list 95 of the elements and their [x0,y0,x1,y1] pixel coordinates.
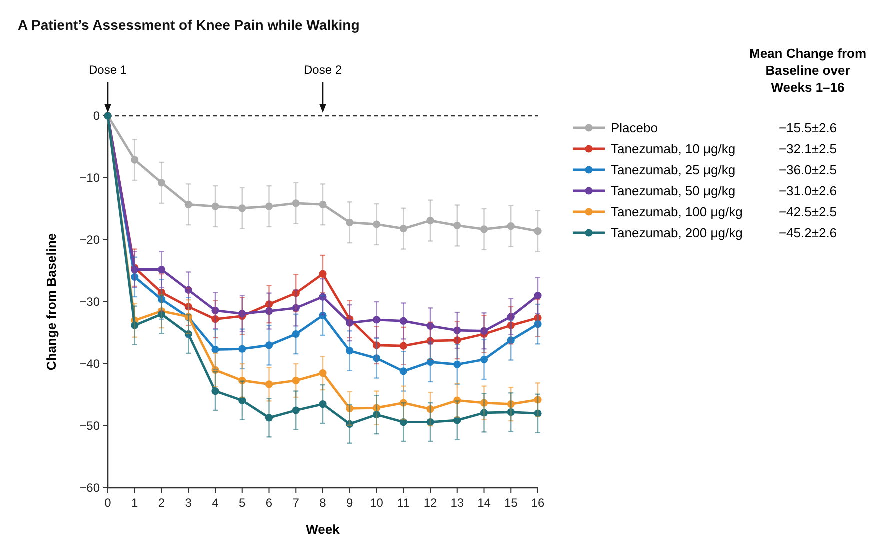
text: −45.2±2.6 [778,226,838,241]
point [426,405,434,414]
legend-label: Tanezumab, 100 μg/kg [611,204,743,220]
x-tick-label: 5 [239,496,246,510]
point [319,400,327,408]
x-tick-label: 1 [132,496,139,510]
x-tick-label: 8 [320,496,327,510]
point [238,204,246,212]
point [507,408,515,416]
point [372,411,381,419]
text: −42.5±2.5 [778,204,838,220]
point [292,406,300,414]
chart-title: A Patient’s Assessment of Knee Pain while Walking [18,17,360,33]
legend-label: Tanezumab, 50 μg/kg [611,184,736,199]
text: −31.0±2.6 [778,184,838,199]
point [480,226,488,234]
x-tick-label: 10 [370,496,384,510]
point [372,354,381,362]
point [480,399,488,407]
point [372,220,381,228]
point [265,202,274,210]
x-tick-label: 2 [158,496,166,510]
y-tick-label: −60 [80,481,100,496]
point [372,404,381,412]
point [400,225,408,233]
point [480,409,488,417]
legend-label: Tanezumab, 200 μg/kg [611,226,743,241]
point [158,179,166,187]
point [184,200,192,208]
x-tick-label: 4 [212,496,220,510]
point [534,396,542,404]
x-tick-label: 3 [185,496,192,510]
x-tick-label: 14 [478,496,492,510]
point [292,330,300,338]
point [480,327,488,335]
point [265,414,274,422]
y-tick-label: −10 [80,171,100,186]
x-tick-label: 6 [266,496,273,510]
annotation: Dose 2 [304,63,342,77]
point [238,310,246,318]
point [265,342,274,350]
point [131,273,139,281]
point [346,218,354,226]
x-tick-label: 12 [424,496,438,510]
point [346,347,354,355]
x-axis-title: Week [306,522,341,537]
text: −32.1±2.5 [778,142,838,157]
point [480,356,488,364]
point [400,317,408,326]
y-axis-title: Change from Baseline [44,233,59,371]
point [265,300,274,308]
point [454,326,462,334]
point [212,316,220,324]
y-tick-label: −40 [80,357,100,372]
point [534,320,542,328]
annotation: Dose 1 [88,63,128,77]
legend-label: Tanezumab, 25 μg/kg [611,162,736,178]
x-tick-label: 16 [531,496,545,510]
point [292,200,300,208]
point [265,380,274,388]
text: −36.0±2.5 [778,162,838,178]
y-tick-label: −20 [80,233,100,248]
point [426,216,434,225]
x-tick-label: 7 [292,496,300,510]
point [534,228,542,236]
point [507,222,515,230]
legend-label: Placebo [611,120,658,136]
point [400,368,408,376]
y-tick-label: 0 [93,109,100,124]
text: −15.5±2.6 [778,120,838,136]
point [238,345,246,353]
y-tick-label: −50 [80,419,100,434]
x-tick-label: 15 [504,496,518,510]
point [319,370,327,378]
point [454,222,462,230]
point [131,322,139,330]
y-tick-label: −30 [80,295,100,310]
x-tick-label: 11 [397,496,410,510]
point [454,360,462,368]
x-tick-label: 0 [104,496,112,510]
point [372,316,381,324]
point [346,319,354,327]
point [212,202,220,210]
point [507,400,515,408]
point [400,342,408,350]
point [292,376,300,385]
point [265,308,274,316]
point [212,306,220,314]
x-tick-label: 13 [450,496,464,510]
x-tick-label: 9 [346,496,354,510]
point [372,342,381,350]
point [319,200,327,208]
legend-title: Mean Change from Baseline over Weeks 1–16 [749,46,867,95]
legend-label: Tanezumab, 10 μg/kg [611,142,736,157]
point [131,156,139,164]
